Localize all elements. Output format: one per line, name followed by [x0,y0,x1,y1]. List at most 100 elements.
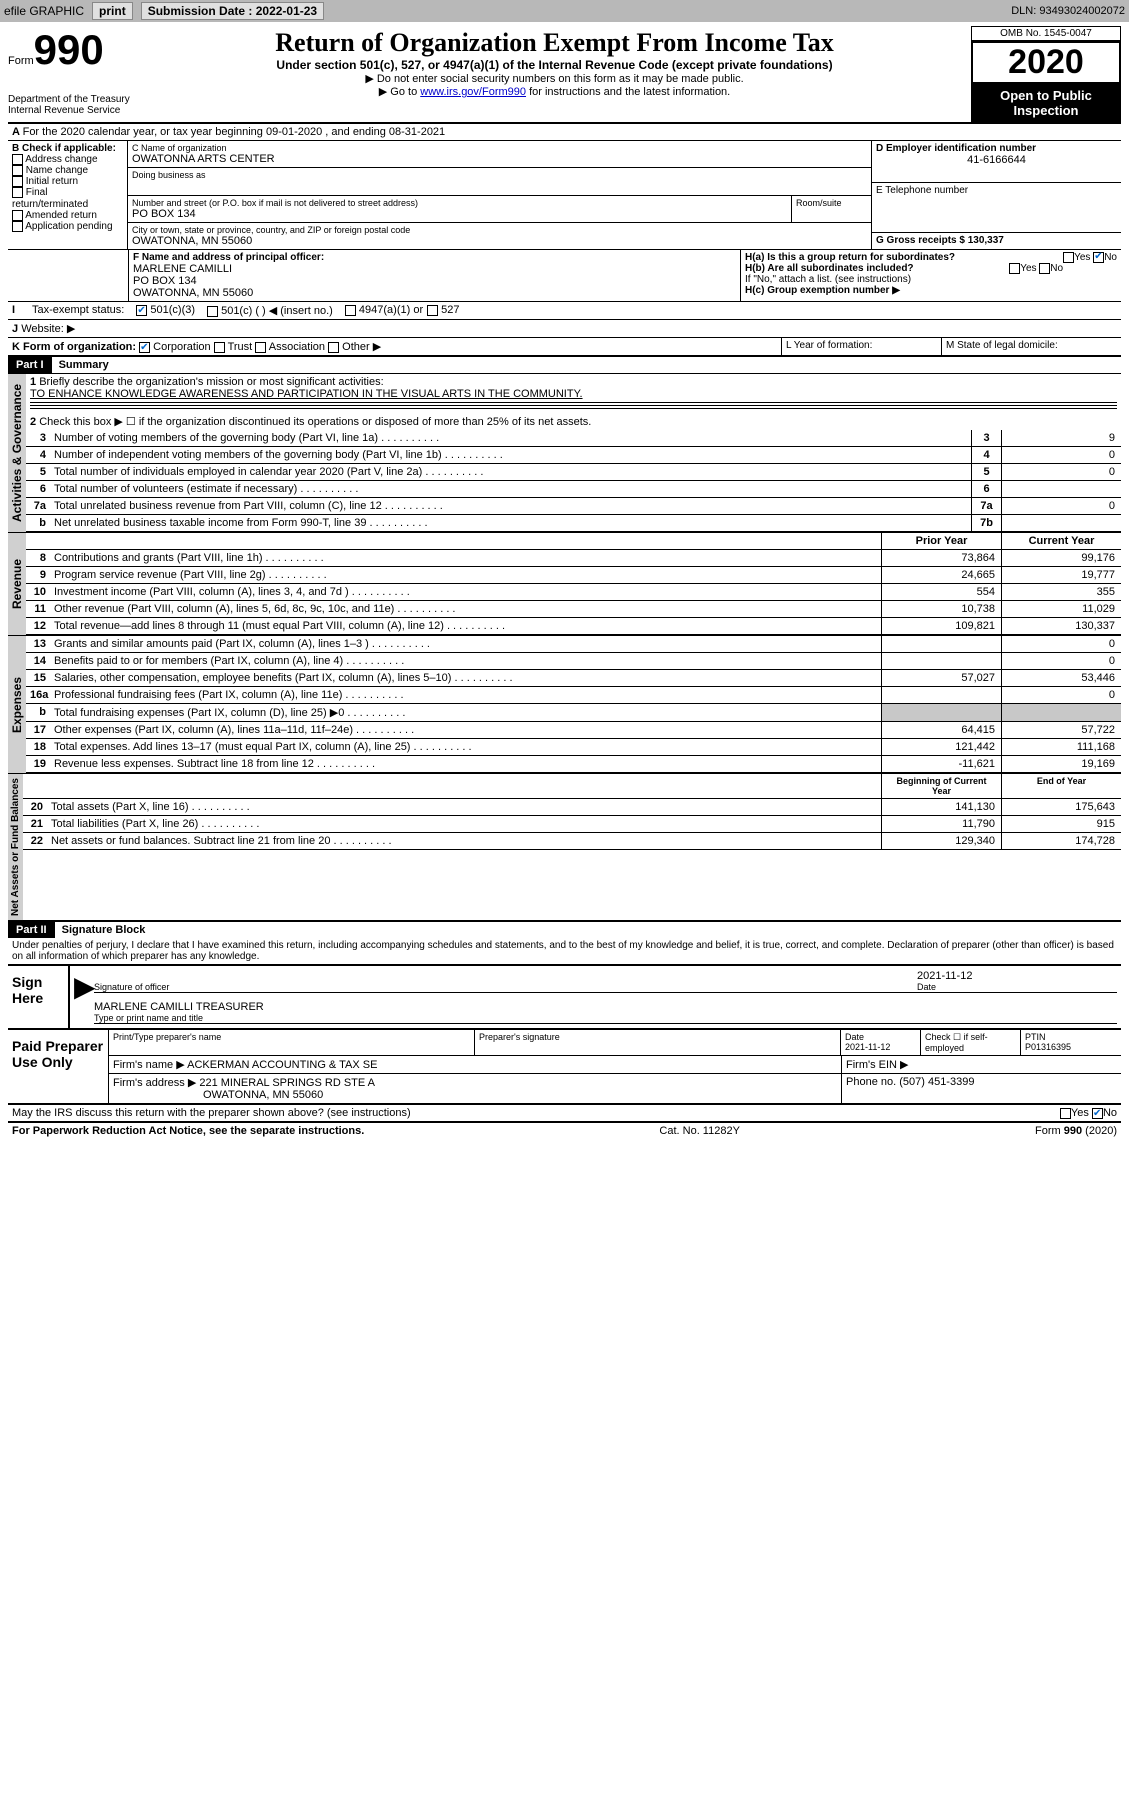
cat-no: Cat. No. 11282Y [659,1125,740,1137]
ein-label: D Employer identification number [876,143,1117,154]
efile-label: efile GRAPHIC [4,4,84,18]
phone-label: E Telephone number [876,185,1117,196]
note2a: ▶ Go to [379,86,420,98]
ptin-value: P01316395 [1025,1042,1071,1052]
h-c: H(c) Group exemption number ▶ [745,285,1117,296]
data-line: 22Net assets or fund balances. Subtract … [23,833,1121,850]
data-line: 13Grants and similar amounts paid (Part … [26,636,1121,653]
print-button[interactable]: print [92,2,133,20]
f-label: F Name and address of principal officer: [133,252,736,263]
ptin-label: PTIN [1025,1032,1046,1042]
officer-addr1: PO BOX 134 [133,275,736,287]
cb-other[interactable] [328,342,339,353]
org-name: OWATONNA ARTS CENTER [132,153,867,165]
cb-501c3[interactable] [136,305,147,316]
col-current: Current Year [1001,533,1121,549]
tax-year-range: For the 2020 calendar year, or tax year … [23,126,446,138]
data-line: 17Other expenses (Part IX, column (A), l… [26,722,1121,739]
firm-phone: (507) 451-3399 [899,1076,974,1088]
cb-name-change[interactable]: Name change [12,165,123,176]
open-inspection: Open to Public Inspection [971,84,1121,122]
data-line: 10Investment income (Part VIII, column (… [26,584,1121,601]
firm-addr1: 221 MINERAL SPRINGS RD STE A [199,1077,375,1089]
col-prior: Prior Year [881,533,1001,549]
tax-year: 2020 [971,41,1121,84]
state-domicile: M State of legal domicile: [941,338,1121,355]
org-city: OWATONNA, MN 55060 [132,235,867,247]
omb-number: OMB No. 1545-0047 [971,26,1121,41]
firm-ein: Firm's EIN ▶ [841,1056,1121,1073]
data-line: bTotal fundraising expenses (Part IX, co… [26,704,1121,722]
cb-501c[interactable] [207,306,218,317]
data-line: 8Contributions and grants (Part VIII, li… [26,550,1121,567]
mission-text: TO ENHANCE KNOWLEDGE AWARENESS AND PARTI… [30,388,583,400]
firm-name-label: Firm's name ▶ [113,1059,185,1071]
data-line: 15Salaries, other compensation, employee… [26,670,1121,687]
gov-line: 4Number of independent voting members of… [26,447,1121,464]
phone-label2: Phone no. [846,1076,896,1088]
data-line: 11Other revenue (Part VIII, column (A), … [26,601,1121,618]
part1-header: Part I [8,357,52,373]
form-label: Form990 [8,26,138,74]
part2-header: Part II [8,922,55,938]
cb-trust[interactable] [214,342,225,353]
cb-app-pending[interactable]: Application pending [12,221,123,232]
l1-label: Briefly describe the organization's miss… [39,376,383,388]
cb-discuss-no[interactable] [1092,1108,1103,1119]
gross-receipts: G Gross receipts $ 130,337 [872,233,1121,248]
officer-addr2: OWATONNA, MN 55060 [133,287,736,299]
note-link: ▶ Go to www.irs.gov/Form990 for instruct… [150,85,959,98]
note-ssn: ▶ Do not enter social security numbers o… [150,72,959,85]
part1-title: Summary [59,359,109,371]
cb-4947[interactable] [345,305,356,316]
cb-527[interactable] [427,305,438,316]
form-title: Return of Organization Exempt From Incom… [150,28,959,58]
type-label: Type or print name and title [94,1013,1117,1023]
firm-addr2: OWATONNA, MN 55060 [203,1089,323,1101]
sig-date: 2021-11-12 [917,970,1117,982]
form-page: Form990 Department of the Treasury Inter… [0,22,1129,1143]
cb-corp[interactable] [139,342,150,353]
form-number: 990 [34,26,104,73]
note2b: for instructions and the latest informat… [526,86,730,98]
website-label: Website: ▶ [21,323,75,335]
data-line: 12Total revenue—add lines 8 through 11 (… [26,618,1121,635]
instructions-link[interactable]: www.irs.gov/Form990 [420,86,526,98]
city-label: City or town, state or province, country… [132,225,867,235]
gov-line: 3Number of voting members of the governi… [26,430,1121,447]
data-line: 18Total expenses. Add lines 13–17 (must … [26,739,1121,756]
data-line: 19Revenue less expenses. Subtract line 1… [26,756,1121,773]
vlabel-net: Net Assets or Fund Balances [8,774,23,920]
form-footer: Form 990 (2020) [1035,1125,1117,1137]
year-formation: L Year of formation: [781,338,941,355]
officer-name: MARLENE CAMILLI [133,263,736,275]
cb-discuss-yes[interactable] [1060,1108,1071,1119]
dba-label: Doing business as [132,170,867,180]
data-line: 14Benefits paid to or for members (Part … [26,653,1121,670]
prep-date: Date 2021-11-12 [841,1030,921,1055]
box-b-label: B Check if applicable: [12,143,123,154]
gov-line: 7aTotal unrelated business revenue from … [26,498,1121,515]
cb-assoc[interactable] [255,342,266,353]
part2-title: Signature Block [62,924,146,936]
col-begin: Beginning of Current Year [881,774,1001,798]
h-note: If "No," attach a list. (see instruction… [745,274,1117,285]
vlabel-rev: Revenue [8,533,26,635]
check-se: Check ☐ if self-employed [921,1030,1021,1055]
gov-line: 6Total number of volunteers (estimate if… [26,481,1121,498]
line-a: A For the 2020 calendar year, or tax yea… [8,124,1121,141]
date-label: Date [917,982,1117,992]
gov-line: bNet unrelated business taxable income f… [26,515,1121,532]
data-line: 21Total liabilities (Part X, line 26)11,… [23,816,1121,833]
firm-addr-label: Firm's address ▶ [113,1077,196,1089]
cb-amended[interactable]: Amended return [12,210,123,221]
prep-name-label: Print/Type preparer's name [109,1030,475,1055]
i-label: Tax-exempt status: [32,304,124,317]
ein-value: 41-6166644 [876,154,1117,166]
cb-final-return[interactable]: Final return/terminated [12,187,123,209]
data-line: 20Total assets (Part X, line 16)141,1301… [23,799,1121,816]
cb-address-change[interactable]: Address change [12,154,123,165]
cb-initial-return[interactable]: Initial return [12,176,123,187]
sign-here: Sign Here [8,966,68,1028]
dln-label: DLN: 93493024002072 [1011,5,1125,17]
